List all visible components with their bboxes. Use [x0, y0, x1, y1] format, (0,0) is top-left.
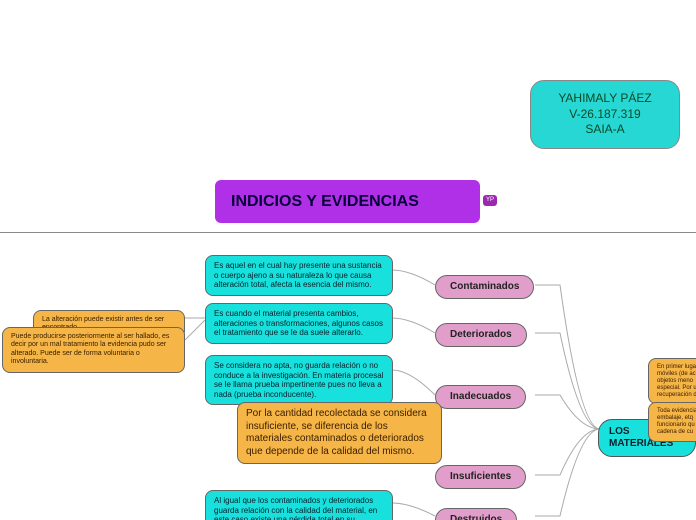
desc-destruidos: Al igual que los contaminados y deterior… — [205, 490, 393, 520]
author-box: YAHIMALY PÁEZ V-26.187.319 SAIA-A — [530, 80, 680, 149]
note-right-2: Toda evidencia embalaje, etq funcionario… — [648, 402, 696, 442]
page-title: INDICIOS Y EVIDENCIAS — [231, 193, 419, 210]
node-deteriorados[interactable]: Deteriorados — [435, 323, 527, 347]
desc-deteriorados: Es cuando el material presenta cambios, … — [205, 303, 393, 344]
author-id: V-26.187.319 — [547, 107, 663, 123]
divider-line — [0, 232, 696, 233]
mindmap-canvas: YAHIMALY PÁEZ V-26.187.319 SAIA-A INDICI… — [0, 0, 696, 520]
author-name: YAHIMALY PÁEZ — [547, 91, 663, 107]
node-inadecuados[interactable]: Inadecuados — [435, 385, 526, 409]
note-alteration-after: Puede producirse posteriormente al ser h… — [2, 327, 185, 373]
author-group: SAIA-A — [547, 122, 663, 138]
node-contaminados[interactable]: Contaminados — [435, 275, 534, 299]
title-badge: YP — [483, 195, 497, 206]
desc-inadecuados: Se considera no apta, no guarda relación… — [205, 355, 393, 405]
node-insuficientes[interactable]: Insuficientes — [435, 465, 526, 489]
desc-insuficientes: Por la cantidad recolectada se considera… — [237, 402, 442, 464]
desc-contaminados: Es aquel en el cual hay presente una sus… — [205, 255, 393, 296]
title-box: INDICIOS Y EVIDENCIAS — [215, 180, 480, 223]
note-right-1: En primer lugar móviles (de ac objetos m… — [648, 358, 696, 404]
node-destruidos[interactable]: Destruidos — [435, 508, 517, 520]
